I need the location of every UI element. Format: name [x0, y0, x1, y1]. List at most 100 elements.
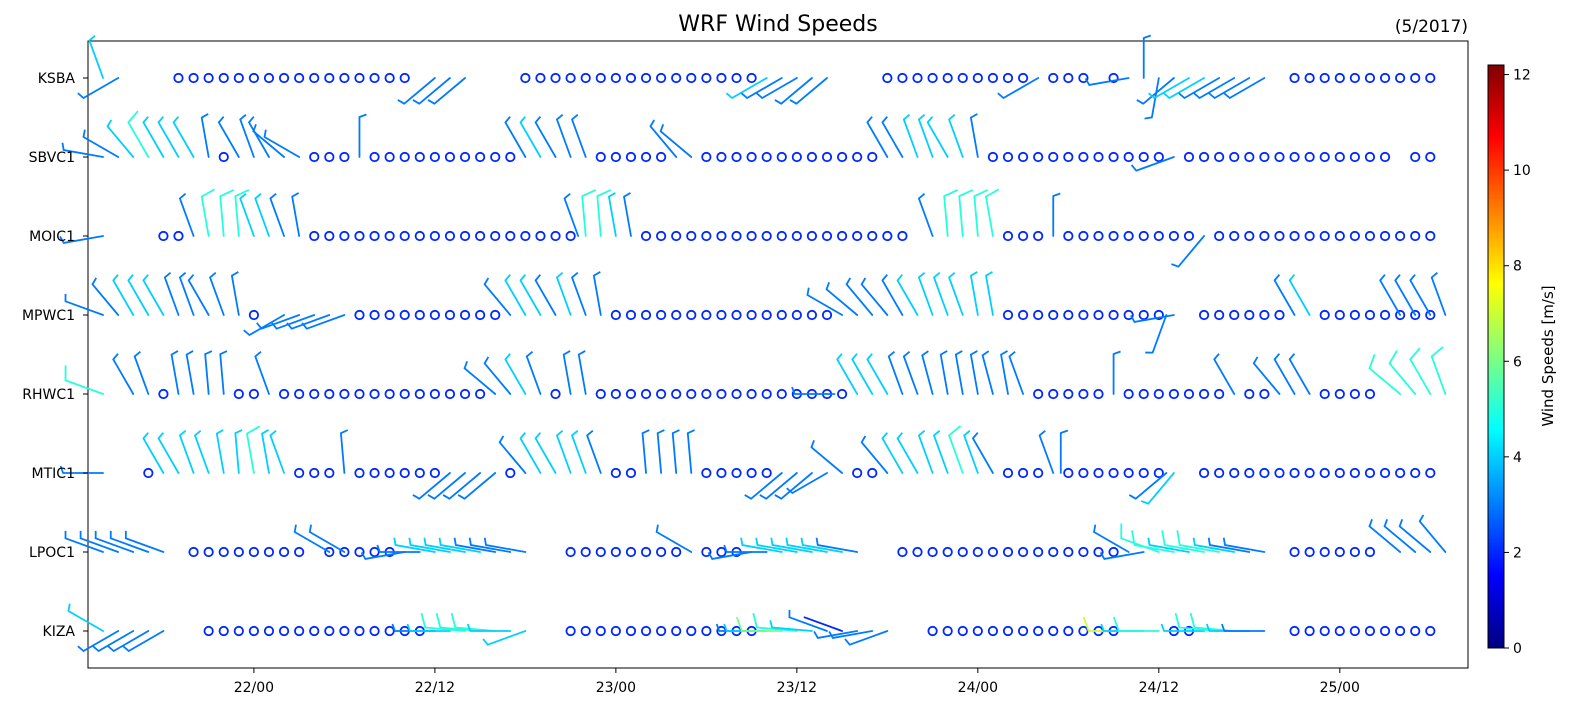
wind-barb	[813, 630, 859, 639]
barb-shaft	[364, 551, 406, 560]
wind-barb	[142, 432, 165, 474]
calm-marker	[444, 151, 456, 163]
wind-barb	[1273, 274, 1296, 316]
calm-marker	[429, 230, 440, 242]
wind-barb	[881, 116, 904, 158]
barb-shaft	[62, 149, 104, 158]
barb-half-flag	[774, 99, 782, 105]
barb-shaft	[463, 472, 497, 500]
calm-marker	[1048, 546, 1059, 558]
wind-barb	[92, 630, 135, 652]
wind-barb	[1059, 429, 1069, 474]
wind-barb	[836, 353, 859, 395]
calm-marker	[746, 230, 757, 242]
barb-half-flag	[204, 350, 213, 355]
calm-marker	[309, 625, 320, 637]
barb-half-flag	[1052, 192, 1061, 197]
wind-barb	[896, 274, 919, 316]
barb-half-flag	[1288, 353, 1296, 360]
calm-marker	[1108, 151, 1119, 163]
calm-marker	[776, 388, 787, 400]
calm-marker	[429, 388, 440, 400]
barb-half-flag	[466, 623, 472, 632]
calm-marker	[927, 625, 938, 637]
calm-marker	[1033, 388, 1044, 400]
barb-half-flag	[106, 119, 113, 127]
calm-marker	[1410, 467, 1421, 479]
barb-flag	[596, 189, 612, 197]
barb-half-flag	[571, 429, 579, 437]
barb-shaft	[498, 441, 527, 474]
wind-barb	[881, 274, 904, 316]
y-tick-label: RHWC1	[22, 387, 75, 403]
calm-marker	[173, 230, 184, 242]
calm-marker	[1349, 72, 1360, 84]
calm-marker	[324, 546, 335, 558]
wind-barb	[178, 192, 195, 237]
calm-marker	[836, 230, 848, 242]
barb-shaft	[519, 279, 542, 316]
barb-shaft	[825, 288, 859, 316]
barb-shaft	[234, 195, 240, 237]
barb-shaft	[1148, 544, 1190, 553]
barb-half-flag	[359, 113, 367, 118]
barb-half-flag	[1147, 537, 1151, 546]
barb-half-flag	[1252, 356, 1259, 364]
barb-shaft	[219, 195, 225, 237]
calm-marker	[369, 388, 380, 400]
barb-shaft	[504, 358, 527, 395]
barb-shaft	[433, 472, 466, 500]
calm-marker	[565, 625, 576, 637]
barb-flag	[943, 189, 959, 197]
colorbar-label: Wind Speeds [m/s]	[1539, 285, 1557, 426]
calm-marker	[1364, 388, 1376, 400]
calm-marker	[505, 151, 516, 163]
calm-marker	[158, 388, 169, 400]
calm-marker	[1319, 72, 1330, 84]
barb-shaft	[1430, 276, 1447, 316]
barb-shaft	[234, 432, 240, 474]
calm-marker	[761, 467, 772, 479]
wind-barb	[178, 429, 195, 474]
wind-barb	[453, 537, 497, 553]
barb-half-flag	[286, 322, 293, 330]
barb-flag	[1161, 530, 1166, 546]
barb-shaft	[1213, 358, 1236, 395]
wind-barb	[308, 524, 346, 553]
barb-shaft	[290, 314, 331, 330]
barb-half-flag	[179, 192, 187, 200]
calm-marker	[369, 151, 380, 163]
barb-shaft	[260, 314, 301, 330]
barb-half-flag	[888, 350, 896, 358]
wind-barb	[981, 350, 994, 395]
wind-barb	[608, 192, 617, 237]
calm-marker	[1289, 546, 1300, 558]
wind-barb	[1379, 274, 1402, 316]
chart-subtitle: (5/2017)	[1395, 17, 1468, 37]
calm-marker	[1093, 388, 1104, 400]
wind-barb	[254, 350, 270, 395]
calm-marker	[1410, 72, 1421, 84]
barb-shaft	[981, 354, 994, 395]
barb-half-flag	[468, 537, 472, 546]
calm-marker	[1244, 151, 1255, 163]
barb-half-flag	[769, 620, 773, 628]
calm-marker	[656, 72, 667, 84]
calm-marker	[1198, 467, 1210, 479]
barb-flag	[735, 616, 743, 632]
wind-barb	[412, 77, 451, 105]
barb-half-flag	[866, 353, 873, 360]
wind-barb	[770, 537, 813, 553]
barb-half-flag	[391, 623, 396, 632]
calm-marker	[444, 230, 456, 242]
calm-marker	[1078, 546, 1089, 558]
barb-shaft	[1209, 544, 1251, 553]
wind-barb	[504, 116, 527, 158]
plot-area: KSBA SBVC1 MOIC1 MPWC1 RHWC1 MTIC1 LPOC1 KIZA 2…	[22, 34, 1469, 696]
barb-half-flag	[933, 429, 941, 437]
barb-half-flag	[707, 552, 713, 560]
calm-marker	[1017, 625, 1029, 637]
barb-shaft	[448, 472, 482, 500]
barb-shaft	[88, 39, 104, 79]
calm-marker	[1244, 230, 1255, 242]
